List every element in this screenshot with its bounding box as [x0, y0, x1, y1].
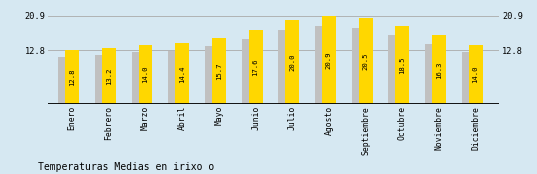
Bar [139, 45, 153, 104]
Text: 17.6: 17.6 [252, 58, 258, 76]
Bar [469, 45, 483, 104]
Bar [395, 26, 409, 104]
Text: 14.0: 14.0 [142, 66, 149, 84]
Text: 20.0: 20.0 [289, 53, 295, 71]
Bar [205, 46, 216, 104]
Bar [175, 43, 189, 104]
Bar [315, 26, 326, 104]
Text: 12.8: 12.8 [69, 69, 75, 86]
Text: 14.4: 14.4 [179, 65, 185, 83]
Bar [359, 18, 373, 104]
Text: 16.3: 16.3 [436, 61, 442, 79]
Bar [132, 52, 143, 104]
Text: 20.5: 20.5 [362, 52, 368, 70]
Text: 18.5: 18.5 [399, 56, 405, 74]
Text: 15.7: 15.7 [216, 62, 222, 80]
Text: Temperaturas Medias en irixo o: Temperaturas Medias en irixo o [38, 162, 214, 172]
Bar [242, 39, 253, 104]
Bar [285, 20, 299, 104]
Bar [432, 35, 446, 104]
Bar [102, 48, 116, 104]
Bar [425, 44, 437, 104]
Text: 20.9: 20.9 [326, 51, 332, 69]
Bar [168, 51, 180, 104]
Bar [388, 35, 400, 104]
Bar [352, 28, 364, 104]
Bar [278, 30, 290, 104]
Bar [249, 30, 263, 104]
Bar [322, 16, 336, 104]
Text: 14.0: 14.0 [473, 66, 478, 84]
Text: 13.2: 13.2 [106, 68, 112, 85]
Bar [212, 38, 226, 104]
Bar [58, 57, 70, 104]
Bar [95, 55, 107, 104]
Bar [462, 52, 474, 104]
Bar [65, 50, 79, 104]
